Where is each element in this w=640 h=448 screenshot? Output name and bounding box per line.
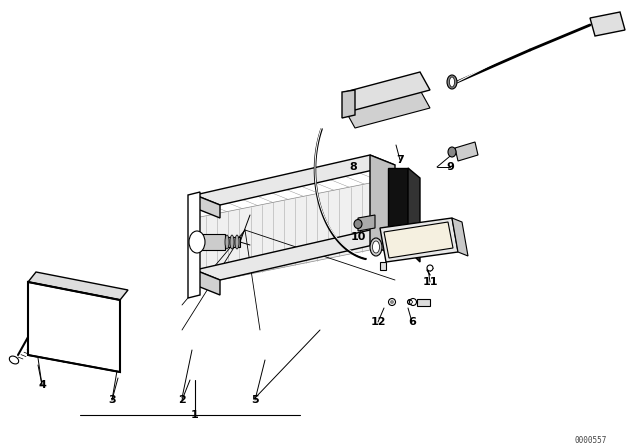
Polygon shape [28,272,128,300]
Polygon shape [384,222,453,258]
Text: 2: 2 [178,395,186,405]
Ellipse shape [225,235,229,249]
Polygon shape [380,262,386,270]
Text: 7: 7 [396,155,404,165]
Ellipse shape [370,238,382,256]
Text: 5: 5 [251,395,259,405]
Polygon shape [28,282,120,372]
Text: 0000557: 0000557 [575,435,607,444]
Polygon shape [358,215,375,231]
Text: 8: 8 [349,162,357,172]
Polygon shape [380,218,458,262]
Polygon shape [188,192,200,298]
Polygon shape [195,230,395,280]
Polygon shape [452,218,468,256]
Ellipse shape [410,298,417,306]
Polygon shape [370,155,395,255]
Ellipse shape [388,298,396,306]
Text: 4: 4 [38,380,46,390]
Ellipse shape [448,147,456,157]
Ellipse shape [447,75,457,89]
Text: 11: 11 [422,277,438,287]
Polygon shape [388,168,408,250]
Ellipse shape [372,241,380,253]
Polygon shape [195,270,220,295]
Polygon shape [455,142,478,161]
Polygon shape [345,72,430,110]
Polygon shape [342,90,355,118]
Polygon shape [195,195,220,218]
Polygon shape [417,299,430,306]
Ellipse shape [408,300,413,305]
Ellipse shape [354,220,362,228]
Ellipse shape [235,235,239,249]
Text: 3: 3 [108,395,116,405]
Polygon shape [225,237,240,247]
Ellipse shape [427,265,433,271]
Polygon shape [195,178,395,285]
Ellipse shape [390,300,394,304]
Text: 10: 10 [350,232,365,242]
Polygon shape [408,168,420,262]
Text: 6: 6 [408,317,416,327]
Ellipse shape [230,235,234,249]
Text: 9: 9 [446,162,454,172]
Ellipse shape [449,77,454,87]
Ellipse shape [10,356,19,364]
Polygon shape [195,155,395,205]
Polygon shape [345,90,430,128]
Polygon shape [197,234,225,250]
Text: 1: 1 [191,410,199,420]
Ellipse shape [189,231,205,253]
Polygon shape [590,12,625,36]
Text: 12: 12 [371,317,386,327]
